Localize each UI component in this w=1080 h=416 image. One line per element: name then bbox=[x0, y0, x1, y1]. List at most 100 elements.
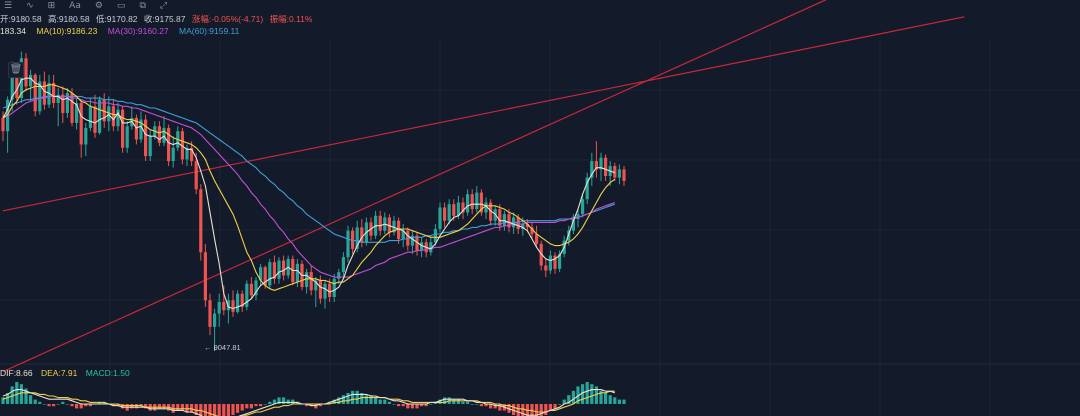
macd-histogram-bar bbox=[613, 397, 617, 404]
ma30-value: MA(30):9160.27 bbox=[107, 26, 169, 36]
candle-body bbox=[111, 106, 115, 127]
close-value: 收:9175.87 bbox=[143, 14, 186, 24]
candle-body bbox=[157, 126, 161, 143]
macd-histogram-bar bbox=[33, 399, 37, 404]
candle-body bbox=[194, 161, 198, 190]
toolbar: ☰ ∿ ⊞ Aa ⚙ ▭ ⧉ ⤢ bbox=[0, 0, 264, 12]
macd-histogram-bar bbox=[226, 404, 230, 416]
candle-body bbox=[29, 74, 33, 87]
candle-body bbox=[107, 106, 111, 122]
compare-icon[interactable]: ⧉ bbox=[139, 1, 146, 11]
macd-histogram-bar bbox=[263, 404, 267, 405]
candle-body bbox=[429, 242, 433, 253]
ma10-value: MA(10):9186.23 bbox=[36, 26, 98, 36]
macd-histogram-bar bbox=[576, 386, 580, 404]
macd-histogram-bar bbox=[438, 399, 442, 404]
candle-body bbox=[42, 81, 46, 105]
macd-histogram-bar bbox=[332, 399, 336, 404]
fullscreen-icon[interactable]: ⤢ bbox=[159, 1, 168, 11]
candle-body bbox=[521, 224, 525, 230]
macd-histogram-bar bbox=[314, 404, 318, 409]
candle-body bbox=[539, 243, 543, 266]
trash-icon[interactable]: 🗑 bbox=[8, 62, 24, 78]
macd-histogram-bar bbox=[249, 404, 253, 409]
candle-body bbox=[180, 131, 184, 160]
candle-body bbox=[341, 257, 345, 273]
candle-body bbox=[240, 293, 244, 307]
macd-histogram-bar bbox=[484, 404, 488, 407]
candle-body bbox=[249, 283, 253, 296]
candle-body bbox=[56, 94, 60, 104]
candle-body bbox=[617, 169, 621, 178]
macd-histogram-bar bbox=[194, 404, 198, 415]
settings-icon[interactable]: ⚙ bbox=[94, 1, 103, 11]
macd-histogram-bar bbox=[15, 382, 19, 404]
candle-body bbox=[75, 103, 79, 123]
candle-body bbox=[139, 119, 143, 140]
macd-histogram-bar bbox=[392, 404, 396, 405]
macd-histogram-bar bbox=[493, 404, 497, 409]
macd-histogram-bar bbox=[617, 399, 621, 404]
macd-histogram-bar bbox=[213, 404, 217, 416]
macd-histogram-bar bbox=[6, 393, 10, 404]
indicators-icon[interactable]: ⊞ bbox=[47, 1, 56, 11]
candle-body bbox=[443, 207, 447, 221]
candle-body bbox=[98, 99, 102, 133]
candle-body bbox=[148, 136, 152, 157]
candle-body bbox=[387, 217, 391, 233]
candle-body bbox=[116, 109, 120, 127]
macd-histogram-bar bbox=[318, 404, 322, 407]
candle-body bbox=[590, 161, 594, 178]
candle-body bbox=[507, 214, 511, 228]
candle-body bbox=[1, 117, 5, 132]
candle-body bbox=[484, 202, 488, 213]
macd-histogram-bar bbox=[162, 404, 166, 409]
macd-histogram-bar bbox=[29, 395, 33, 404]
candle-body bbox=[277, 260, 281, 279]
candle-body bbox=[318, 280, 322, 299]
macd-histogram-bar bbox=[397, 404, 401, 407]
macd-histogram-bar bbox=[401, 404, 405, 407]
candle-body bbox=[332, 278, 336, 297]
candle-body bbox=[79, 103, 83, 145]
candle-body bbox=[70, 93, 74, 123]
dea-line bbox=[2, 390, 615, 416]
candle-body bbox=[420, 242, 424, 251]
macd-histogram-bar bbox=[622, 399, 626, 404]
ma10-line bbox=[2, 84, 616, 291]
candle-body bbox=[360, 227, 364, 243]
macd-histogram-bar bbox=[571, 390, 575, 404]
candle-body bbox=[259, 267, 263, 281]
candle-body bbox=[433, 229, 437, 243]
candle-body bbox=[548, 255, 552, 271]
candle-body bbox=[392, 220, 396, 233]
macd-histogram-bar bbox=[489, 404, 493, 409]
candle-body bbox=[236, 293, 240, 312]
layout-icon[interactable]: ▭ bbox=[116, 1, 126, 11]
candle-body bbox=[305, 272, 309, 288]
text-icon[interactable]: Aa bbox=[69, 1, 81, 11]
draw-tools-icon[interactable]: ∿ bbox=[26, 1, 34, 11]
macd-histogram-bar bbox=[410, 404, 414, 409]
macd-histogram-bar bbox=[521, 404, 525, 416]
macd-histogram-bar bbox=[176, 404, 180, 411]
candle-body bbox=[93, 106, 97, 133]
candle-body bbox=[38, 81, 42, 112]
macd-histogram-bar bbox=[539, 404, 543, 416]
candle-body bbox=[47, 83, 51, 105]
macd-histogram-bar bbox=[553, 404, 557, 409]
candle-body bbox=[456, 202, 460, 216]
macd-histogram-bar bbox=[594, 386, 598, 404]
candle-body bbox=[581, 199, 585, 215]
macd-histogram-bar bbox=[420, 404, 424, 407]
macd-histogram-bar bbox=[466, 401, 470, 404]
dif-line bbox=[2, 389, 615, 416]
macd-histogram-bar bbox=[562, 399, 566, 404]
ma5-value: 183.34 bbox=[0, 26, 26, 36]
macd-histogram-bar bbox=[236, 404, 240, 413]
macd-histogram-bar bbox=[479, 404, 483, 407]
macd-histogram-bar bbox=[47, 404, 51, 407]
candle-body bbox=[185, 147, 189, 160]
menu-icon[interactable]: ☰ bbox=[4, 1, 13, 11]
